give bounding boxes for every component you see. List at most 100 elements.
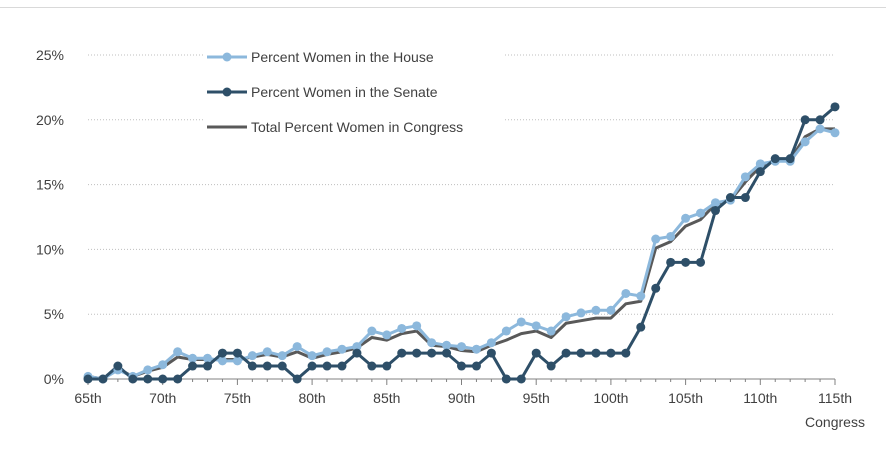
series-1-point-102 — [636, 322, 646, 332]
series-0-point-95 — [531, 321, 541, 331]
series-0-point-85 — [382, 330, 392, 340]
series-1-point-98 — [576, 348, 586, 358]
x-tick-label-90: 90th — [448, 390, 475, 406]
series-1-point-96 — [546, 361, 556, 371]
series-0-point-103 — [651, 234, 661, 244]
legend-label-1: Percent Women in the Senate — [251, 84, 438, 100]
series-0-point-96 — [546, 326, 556, 336]
series-1-point-79 — [292, 374, 302, 384]
y-tick-label-0: 0% — [44, 371, 64, 387]
series-1-point-85 — [382, 361, 392, 371]
series-1-point-70 — [158, 374, 168, 384]
series-1-point-97 — [561, 348, 571, 358]
legend-label-0: Percent Women in the House — [251, 49, 434, 65]
y-tick-label-5: 5% — [44, 306, 64, 322]
x-tick-label-110: 110th — [743, 390, 777, 406]
series-0-point-81 — [322, 347, 332, 357]
series-1-point-105 — [681, 257, 691, 267]
series-0-point-80 — [307, 351, 317, 361]
top-rule — [0, 7, 886, 8]
series-0-point-86 — [397, 323, 407, 333]
series-0-point-70 — [158, 360, 168, 370]
x-tick-label-70: 70th — [149, 390, 176, 406]
series-1-point-114 — [815, 115, 825, 125]
series-0-point-73 — [203, 353, 213, 363]
series-0-point-104 — [666, 231, 676, 241]
series-1-point-100 — [606, 348, 616, 358]
series-0-point-93 — [501, 326, 511, 336]
series-1-point-78 — [277, 361, 287, 371]
series-0-point-72 — [188, 353, 198, 363]
x-tick-label-85: 85th — [373, 390, 400, 406]
series-0-point-97 — [561, 312, 571, 322]
series-0-point-94 — [516, 317, 526, 327]
series-0-point-115 — [830, 128, 840, 138]
series-0-point-88 — [427, 338, 437, 348]
series-0-point-91 — [471, 344, 481, 354]
series-1-point-93 — [501, 374, 511, 384]
series-0-point-71 — [173, 347, 183, 357]
series-1-point-108 — [725, 193, 735, 203]
series-0-point-87 — [412, 321, 422, 331]
series-1-point-113 — [800, 115, 810, 125]
series-0-point-98 — [576, 308, 586, 318]
series-1-point-103 — [651, 283, 661, 293]
legend-label-2: Total Percent Women in Congress — [251, 119, 463, 135]
series-0-point-107 — [710, 198, 720, 208]
series-1-point-86 — [397, 348, 407, 358]
y-tick-label-10: 10% — [36, 241, 64, 257]
series-0-point-83 — [352, 342, 362, 352]
x-tick-label-100: 100th — [593, 390, 628, 406]
legend-marker-1 — [222, 87, 232, 97]
series-1-point-92 — [486, 348, 496, 358]
series-0-point-99 — [591, 305, 601, 315]
series-1-point-71 — [173, 374, 183, 384]
series-1-point-68 — [128, 374, 138, 384]
series-1-point-87 — [412, 348, 422, 358]
series-0-point-82 — [337, 344, 347, 354]
series-1-point-82 — [337, 361, 347, 371]
series-1-point-81 — [322, 361, 332, 371]
series-0-point-105 — [681, 213, 691, 223]
series-0-point-92 — [486, 338, 496, 348]
series-1-point-107 — [710, 206, 720, 216]
series-1-point-77 — [262, 361, 272, 371]
series-1-point-89 — [442, 348, 452, 358]
series-0-point-114 — [815, 124, 825, 134]
series-0-point-89 — [442, 340, 452, 350]
series-0-point-77 — [262, 347, 272, 357]
series-line-1 — [88, 105, 836, 381]
y-tick-label-25: 25% — [36, 47, 64, 63]
series-1-point-83 — [352, 348, 362, 358]
series-1-point-106 — [696, 257, 706, 267]
series-0-point-90 — [457, 342, 466, 352]
series-0-point-110 — [755, 159, 765, 169]
series-0-point-69 — [143, 365, 153, 375]
series-1-point-69 — [143, 374, 153, 384]
series-0-point-84 — [367, 326, 377, 336]
series-1-point-76 — [247, 361, 257, 371]
series-0-point-109 — [740, 172, 750, 182]
x-tick-label-115: 115th — [818, 390, 852, 406]
series-1-point-74 — [217, 348, 227, 358]
series-line-0 — [87, 127, 836, 381]
legend-bg-0 — [203, 44, 503, 68]
series-line-2 — [87, 127, 835, 381]
series-0-point-101 — [621, 288, 631, 298]
series-0-point-113 — [800, 137, 810, 147]
series-1-point-91 — [471, 361, 481, 371]
series-1-point-99 — [591, 348, 601, 358]
legend-bg-2 — [203, 114, 503, 138]
series-1-point-66 — [98, 374, 108, 384]
series-1-point-65 — [83, 374, 93, 384]
y-tick-label-20: 20% — [36, 112, 64, 128]
series-0-point-78 — [277, 351, 287, 361]
series-0-point-79 — [292, 342, 302, 352]
x-tick-label-65: 65th — [74, 390, 101, 406]
legend-marker-0 — [222, 52, 232, 62]
series-1-point-80 — [307, 361, 317, 371]
series-0-point-102 — [636, 291, 646, 301]
y-tick-label-15: 15% — [36, 177, 64, 193]
x-tick-label-95: 95th — [523, 390, 550, 406]
